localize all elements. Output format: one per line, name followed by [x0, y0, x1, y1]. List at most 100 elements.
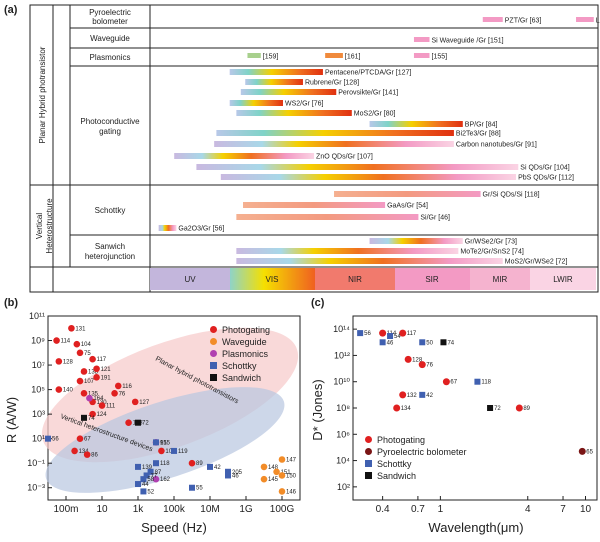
bar-4 [325, 53, 343, 58]
c-point-label-schottky-0: 56 [364, 331, 371, 337]
c-legend-marker-1 [365, 448, 372, 455]
gbar-label-0: Pentacene/PTCDA/Gr [127] [325, 70, 411, 77]
b-point-label-photogating-3: 75 [84, 351, 91, 357]
gbar-label-5: BP/Gr [84] [465, 122, 498, 129]
b-point-label-photogating-16: 127 [139, 400, 150, 406]
c-ytick-label-6: 10¹⁴ [333, 324, 350, 334]
bar-label-5: [155] [432, 54, 448, 61]
c-xtick-label-5: 10 [580, 504, 592, 515]
b-point-photogating-9 [93, 374, 100, 381]
b-ytick-label-5: 10⁷ [32, 360, 45, 370]
row-label-pyro-2: bolometer [92, 17, 128, 26]
b-point-label-photogating-2: 104 [81, 342, 92, 348]
b-xtick-label-0: 100m [53, 504, 78, 515]
b-point-label-schottky-12: 55 [196, 486, 203, 492]
b-legend-marker-4 [210, 374, 217, 381]
panel-c: (c) 0.4 0.7 1 4 7 1010²10⁴10⁶10⁸10¹⁰10¹²10¹⁴ … [310, 297, 598, 535]
gbar-label-2: Perovsikte/Gr [141] [338, 90, 398, 97]
b-point-label-schottky-0: 56 [52, 437, 59, 443]
row-label-pyro-1: Pyroelectric [89, 8, 131, 17]
spectrum-vis [230, 268, 315, 290]
b-point-waveguide-2 [273, 468, 280, 476]
b-point-label-photogating-9: 191 [101, 375, 112, 381]
b-point-label-photogating-19: 134 [79, 449, 90, 455]
b-legend-marker-3 [210, 362, 217, 369]
gbar-5 [369, 121, 463, 127]
spectrum-label-uv: UV [184, 275, 196, 284]
region-vertical [45, 387, 285, 493]
row-label-schottky: Schottky [95, 206, 126, 215]
b-point-label-photogating-1: 131 [75, 326, 86, 332]
c-legend-label-3: Sandwich [377, 471, 416, 481]
b-point-label-photogating-15: 76 [119, 391, 126, 397]
b-point-label-photogating-18: 67 [84, 437, 91, 443]
b-point-photogating-0 [53, 337, 60, 344]
b-point-photogating-3 [76, 349, 84, 357]
b-point-label-photogating-23: 89 [196, 461, 203, 467]
spectrum-mir [470, 268, 530, 290]
b-point-photogating-7 [76, 377, 84, 385]
b-xtick-label-2: 1k [133, 504, 145, 515]
c-point-photogating-1 [399, 329, 407, 337]
b-point-waveguide-4 [260, 475, 268, 483]
c-point-label-photogating-4: 67 [450, 380, 457, 386]
b-point-photogating-6 [55, 358, 63, 365]
b-point-schottky-11 [225, 472, 231, 479]
panel-b-xlabel: Speed (Hz) [141, 520, 207, 535]
b-point-photogating-5 [80, 368, 88, 375]
b-xtick-label-6: 100G [270, 504, 295, 515]
c-point-label-schottky-3: 50 [426, 340, 433, 346]
spectrum-lwir [530, 268, 596, 290]
spectrum-nir [315, 268, 395, 290]
b-point-waveguide-3 [278, 472, 286, 479]
bar-label-2: Si Waveguide /Gr [151] [432, 38, 504, 45]
b-point-schottky-10 [225, 468, 231, 475]
b-point-label-photogating-11: 135 [88, 391, 99, 397]
c-xtick-label-4: 7 [560, 504, 566, 515]
b-legend-marker-1 [210, 338, 217, 345]
gbar-label-1: Rubrene/Gr [128] [305, 80, 359, 87]
row-label-photoconductive-2: gating [99, 127, 121, 136]
row-label-plasmonics: Plasmonics [90, 53, 131, 62]
b-point-photogating-14 [114, 382, 122, 390]
c-point-schottky-5 [474, 378, 481, 385]
b-point-label-sandwich-1: 72 [142, 421, 149, 427]
b-legend-label-4: Sandwich [222, 373, 261, 383]
c-point-label-schottky-4: 42 [426, 393, 433, 399]
c-point-photogating-6 [393, 404, 401, 412]
gbar-label-15: Gr/WSe2/Gr [73] [465, 239, 517, 246]
b-ytick-label-2: 10¹ [32, 434, 45, 444]
b-point-label-schottky-10: 205 [232, 470, 243, 476]
panel-a-frame [29, 4, 599, 293]
panel-a: (a) Planar Hybrid photransistor Vertical… [4, 4, 600, 293]
c-point-label-photogating-2: 128 [412, 357, 423, 363]
b-legend-label-1: Waveguide [222, 337, 267, 347]
b-point-photogating-18 [76, 435, 84, 442]
c-ytick-label-4: 10¹⁰ [333, 377, 350, 387]
gbar-17 [236, 258, 503, 264]
b-point-label-photogating-5: 138 [88, 369, 99, 375]
gbar-7 [214, 141, 454, 147]
b-point-label-photogating-4: 117 [97, 357, 107, 363]
gbar-label-10: PbS QDs/Gr [112] [518, 175, 574, 182]
c-point-schottky-4 [419, 391, 426, 398]
c-point-photogating-3 [418, 361, 426, 369]
b-point-waveguide-1 [278, 456, 286, 463]
b-xtick-label-5: 1G [239, 504, 253, 515]
gbar-15 [369, 238, 463, 244]
gbar-label-8: ZnO QDs/Gr [107] [316, 154, 373, 161]
b-point-schottky-6 [140, 476, 147, 483]
panel-c-label: (c) [311, 297, 325, 309]
spectrum-band: UV VIS NIR SIR MIR LWIR [150, 268, 596, 290]
b-point-schottky-0 [45, 435, 51, 442]
c-point-label-pyroelectric-bolometer-0: 65 [586, 449, 593, 455]
c-point-label-schottky-5: 118 [481, 380, 491, 386]
panel-c-ticks: 0.4 0.7 1 4 7 10 10² 10⁴ 10⁶ 10⁸ 10¹⁰ 10¹² 10¹⁴ [333, 324, 591, 515]
panel-c-points: 1141171287667132134896556544650421187472 [357, 329, 594, 455]
gbar-label-4: MoS2/Gr [80] [354, 111, 396, 118]
b-point-label-photogating-14: 116 [122, 384, 132, 390]
panel-b-ylabel: R (A/W) [4, 397, 19, 443]
b-point-label-schottky-9: 42 [214, 465, 221, 471]
b-ytick-label-0: 10⁻³ [27, 483, 45, 493]
b-legend-label-2: Plasmonics [222, 349, 269, 359]
